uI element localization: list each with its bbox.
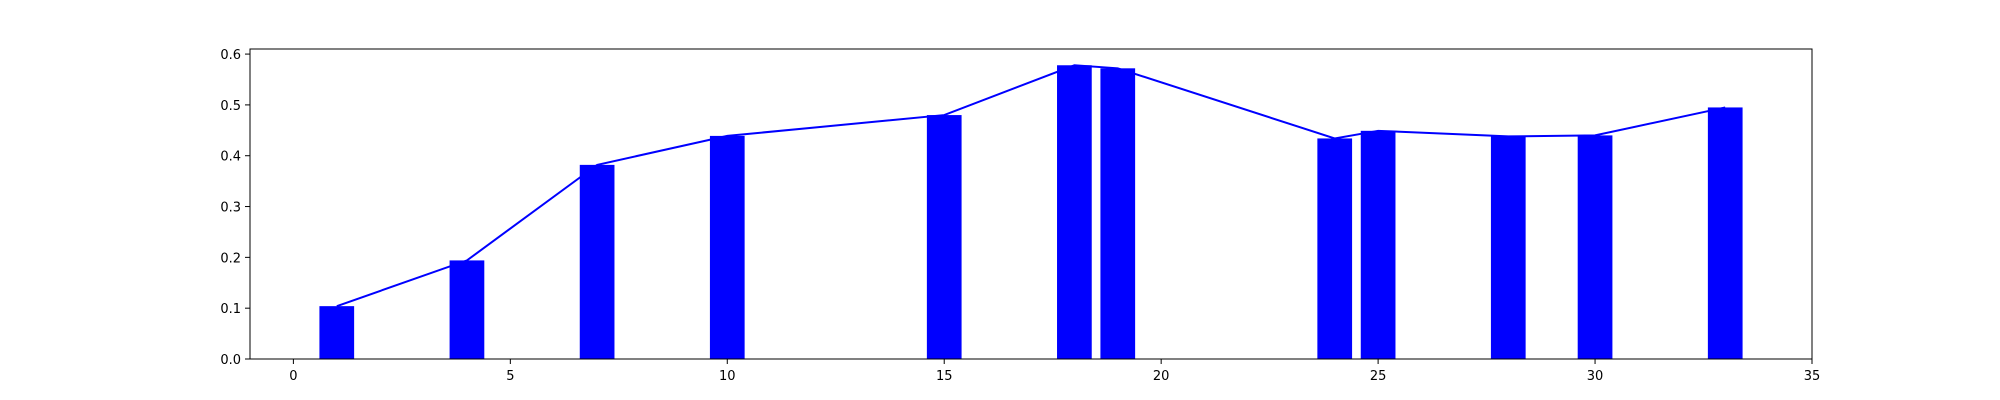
y-tick-label: 0.3 bbox=[220, 201, 241, 216]
x-tick-label: 25 bbox=[1370, 369, 1387, 384]
bar-1 bbox=[319, 306, 355, 359]
plot-frame bbox=[249, 48, 1813, 360]
x-tick-label: 0 bbox=[289, 369, 297, 384]
axes-layer: 0 5 10 15 20 25 30 35 0.0 0.1 0.2 0.3 0.4 0.5 0.6 bbox=[220, 48, 1820, 384]
bar-10 bbox=[709, 135, 745, 359]
bar-19 bbox=[1100, 68, 1136, 359]
line-layer bbox=[336, 64, 1726, 308]
bar-28 bbox=[1490, 136, 1526, 359]
bar-24 bbox=[1317, 138, 1353, 359]
x-tick-label: 35 bbox=[1804, 369, 1821, 384]
y-tick-label: 0.5 bbox=[220, 99, 241, 114]
bar-25 bbox=[1360, 130, 1396, 359]
bar-18 bbox=[1057, 65, 1092, 359]
bar-30 bbox=[1577, 135, 1613, 359]
x-tick-label: 10 bbox=[719, 369, 736, 384]
trend-line bbox=[336, 64, 1726, 308]
x-tick-label: 15 bbox=[936, 369, 953, 384]
bar-15 bbox=[926, 115, 962, 359]
y-tick-label: 0.0 bbox=[220, 353, 241, 368]
y-tick-label: 0.6 bbox=[220, 48, 241, 63]
x-tick-label: 5 bbox=[506, 369, 514, 384]
bar-33 bbox=[1707, 107, 1743, 359]
bar-7 bbox=[579, 164, 615, 359]
x-tick-label: 30 bbox=[1587, 369, 1604, 384]
bar-4 bbox=[449, 260, 485, 359]
y-tick-label: 0.4 bbox=[220, 150, 241, 165]
x-tick-label: 20 bbox=[1153, 369, 1170, 384]
y-tick-label: 0.1 bbox=[220, 302, 241, 317]
bars-layer bbox=[319, 65, 1743, 359]
y-tick-label: 0.2 bbox=[220, 251, 241, 266]
